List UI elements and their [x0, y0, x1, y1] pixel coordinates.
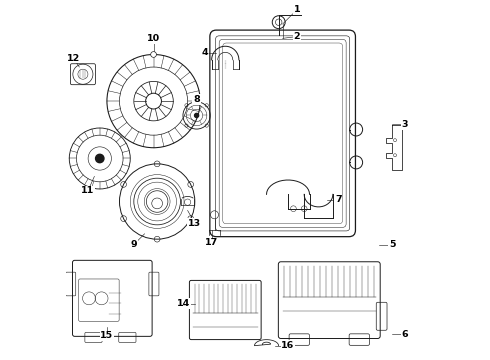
- Text: 15: 15: [100, 332, 114, 341]
- Circle shape: [152, 198, 163, 209]
- Text: 17: 17: [205, 238, 219, 247]
- Text: 5: 5: [389, 240, 395, 249]
- Text: 16: 16: [281, 341, 294, 350]
- Text: 10: 10: [147, 34, 160, 43]
- Circle shape: [151, 51, 156, 57]
- Circle shape: [195, 113, 198, 117]
- Text: 1: 1: [294, 5, 300, 14]
- Text: 8: 8: [193, 95, 200, 104]
- Text: 7: 7: [335, 195, 342, 204]
- Text: 12: 12: [67, 54, 80, 63]
- Text: 13: 13: [188, 219, 201, 228]
- Text: 2: 2: [294, 32, 300, 41]
- Text: 9: 9: [130, 240, 137, 249]
- Text: 4: 4: [201, 48, 208, 57]
- Text: 11: 11: [81, 186, 95, 195]
- Text: 14: 14: [177, 299, 191, 308]
- Text: 3: 3: [401, 120, 408, 129]
- Text: 6: 6: [401, 330, 408, 339]
- Circle shape: [96, 154, 104, 163]
